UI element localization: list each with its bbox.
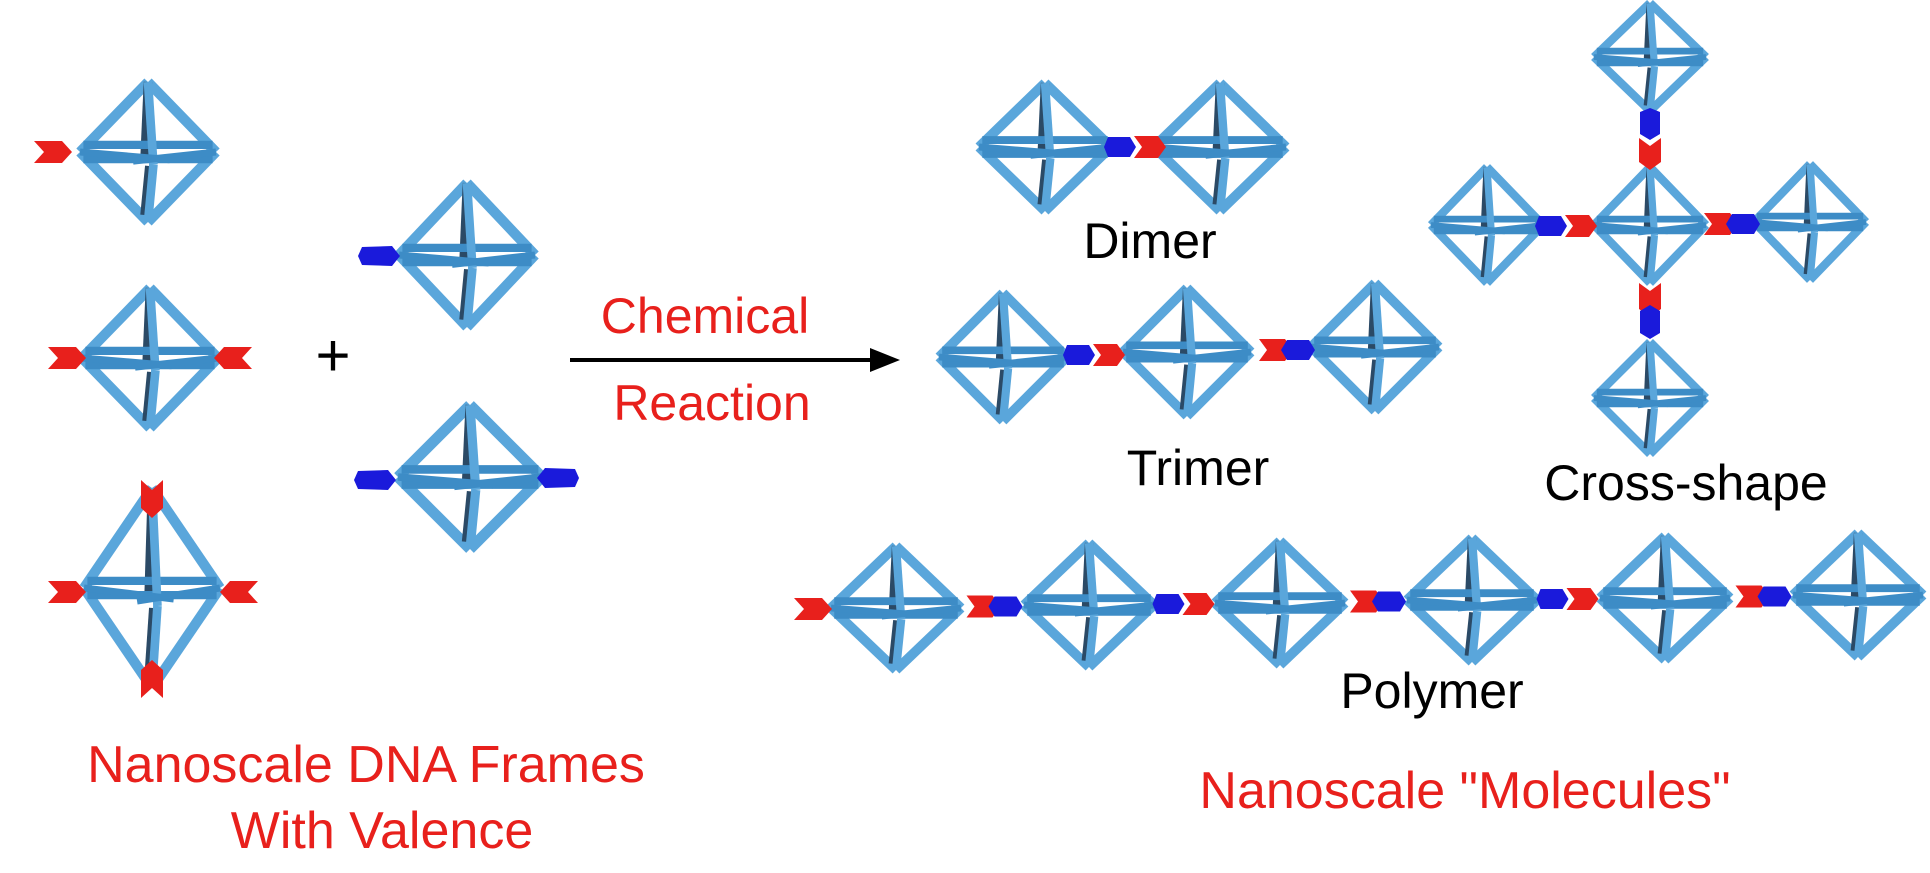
blue-linker-left xyxy=(354,470,396,490)
trimer-label: Trimer xyxy=(1127,440,1270,496)
frames-caption-line2: With Valence xyxy=(231,802,534,860)
frames-caption-line1: Nanoscale DNA Frames xyxy=(87,736,645,794)
reaction-label-line2: Reaction xyxy=(613,375,810,431)
dimer-frame-1 xyxy=(975,79,1115,215)
red-linker-right xyxy=(214,347,252,369)
red-linker-right xyxy=(220,581,258,603)
trimer-joint-1 xyxy=(1063,344,1125,366)
reaction-label-line1: Chemical xyxy=(601,288,809,344)
red-linker-left xyxy=(34,141,72,163)
polymer-frame-6 xyxy=(1789,529,1927,661)
cross-shape-label: Cross-shape xyxy=(1544,455,1827,511)
blue-linker-right xyxy=(537,468,579,488)
polymer-joint-4 xyxy=(1536,588,1599,610)
cross-frame-left xyxy=(1427,164,1547,286)
red-linker-left xyxy=(48,347,86,369)
blue-linker-left xyxy=(358,246,400,266)
dimer-label: Dimer xyxy=(1083,213,1216,269)
polymer-frame-3 xyxy=(1211,537,1349,669)
frame-tetravalent xyxy=(79,485,225,691)
plus-sign: + xyxy=(315,322,350,389)
molecules-caption: Nanoscale "Molecules" xyxy=(1199,762,1730,820)
polymer-frame-1 xyxy=(827,542,965,674)
reaction-arrow xyxy=(570,348,900,372)
red-linker-top xyxy=(141,480,163,518)
cross-frame-center xyxy=(1590,164,1710,286)
trimer-frame-3 xyxy=(1307,279,1443,415)
polymer-frame-5 xyxy=(1596,532,1734,664)
polymer-joint-5 xyxy=(1735,585,1792,608)
polymer-label: Polymer xyxy=(1340,663,1523,719)
polymer-frame-4 xyxy=(1403,534,1541,666)
red-linker-bottom xyxy=(141,660,163,698)
cross-frame-right xyxy=(1750,161,1870,283)
polymer-joint-1 xyxy=(966,595,1023,618)
frame-divalent xyxy=(78,284,222,432)
frame-blue-divalent xyxy=(394,401,546,553)
frame-monovalent xyxy=(76,78,220,226)
trimer-frame-1 xyxy=(935,289,1071,425)
trimer-frame-2 xyxy=(1119,284,1255,420)
frame-blue-monovalent xyxy=(395,179,539,331)
cross-joint-bottom xyxy=(1639,283,1661,339)
cross-joint-left xyxy=(1535,215,1597,237)
red-linker-left xyxy=(48,581,86,603)
polymer-joint-3 xyxy=(1350,590,1406,613)
polymer-red-end xyxy=(794,598,832,620)
cross-joint-right xyxy=(1704,213,1760,235)
polymer-frame-2 xyxy=(1020,539,1158,671)
cross-joint-top xyxy=(1639,108,1661,170)
linkers xyxy=(34,108,1792,698)
polymer-joint-2 xyxy=(1152,593,1215,615)
dna-frames xyxy=(76,0,1927,691)
dimer-joint xyxy=(1104,136,1166,158)
cross-frame-bottom xyxy=(1591,339,1709,457)
trimer-joint-2 xyxy=(1259,339,1315,361)
dimer-frame-2 xyxy=(1150,79,1290,215)
cross-frame-top xyxy=(1591,0,1709,115)
